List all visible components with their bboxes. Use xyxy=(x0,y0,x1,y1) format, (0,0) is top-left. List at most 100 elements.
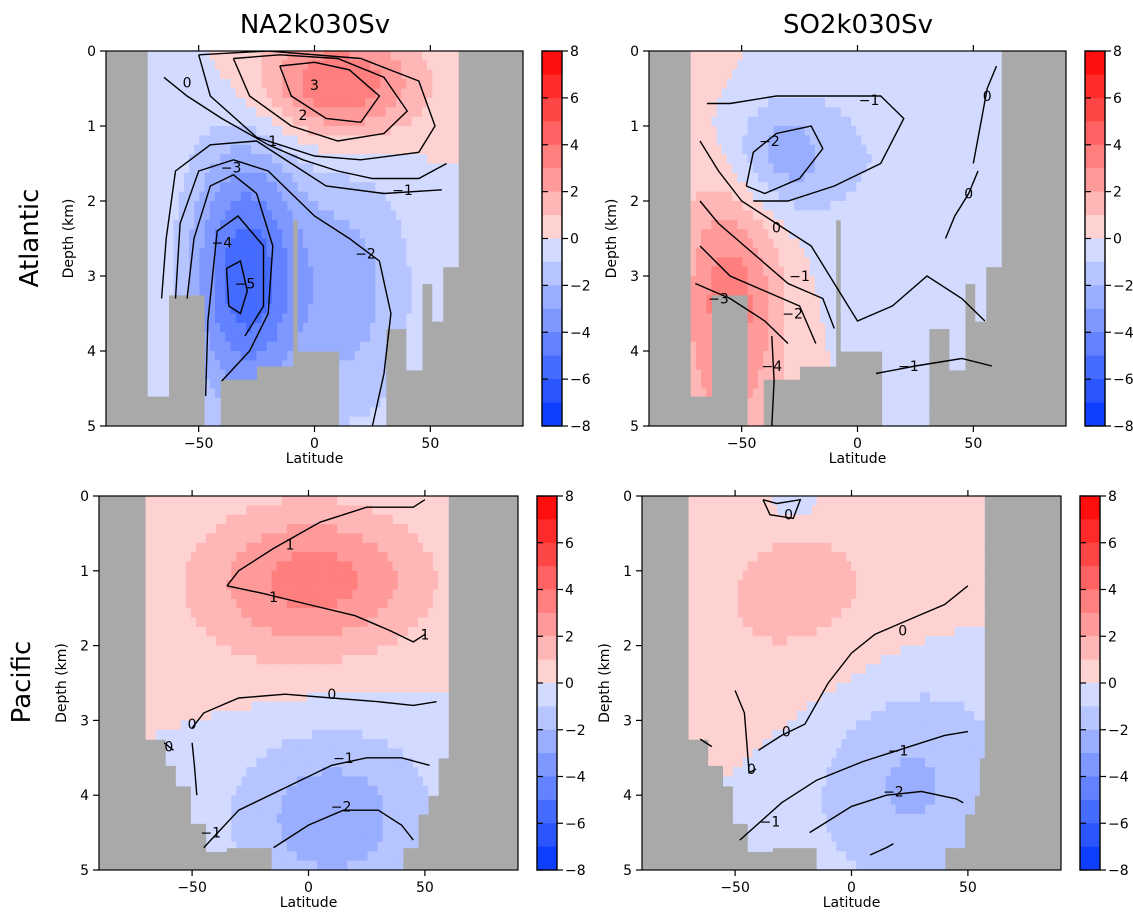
field-cell xyxy=(206,832,212,843)
field-cell xyxy=(695,182,702,193)
field-cell xyxy=(447,144,454,155)
field-cell xyxy=(923,247,930,258)
field-cell xyxy=(742,172,749,183)
field-cell xyxy=(799,276,806,286)
field-cell xyxy=(706,379,712,390)
field-cell xyxy=(980,163,987,174)
field-cell xyxy=(318,97,325,108)
field-cell xyxy=(214,416,221,426)
field-cell xyxy=(954,313,961,324)
field-cell xyxy=(271,570,278,581)
field-cell xyxy=(251,524,258,534)
field-cell xyxy=(251,144,257,155)
field-cell xyxy=(427,229,433,240)
field-cell xyxy=(173,79,180,90)
field-cell xyxy=(158,88,164,99)
field-cell xyxy=(959,107,966,118)
field-cell xyxy=(297,144,304,155)
field-cell xyxy=(923,154,930,165)
field-cell xyxy=(344,229,351,240)
field-cell xyxy=(271,795,278,806)
field-cell xyxy=(194,238,201,249)
field-cell xyxy=(354,210,361,221)
field-cell xyxy=(185,673,192,684)
field-cell xyxy=(226,533,232,544)
field-cell xyxy=(835,144,842,155)
field-cell xyxy=(163,276,169,286)
field-cell xyxy=(201,673,207,684)
field-cell xyxy=(825,210,831,221)
field-cell xyxy=(147,79,154,90)
field-cell xyxy=(344,388,351,399)
field-cell xyxy=(799,126,806,136)
field-cell xyxy=(944,257,950,268)
field-cell xyxy=(783,313,790,324)
field-cell xyxy=(773,294,780,305)
field-cell xyxy=(323,126,330,136)
field-cell xyxy=(690,332,697,343)
field-cell xyxy=(323,341,330,352)
field-cell xyxy=(344,276,351,286)
field-cell xyxy=(975,126,982,136)
field-cell xyxy=(160,664,167,675)
field-cell xyxy=(163,163,169,174)
field-cell xyxy=(933,313,940,324)
field-cell xyxy=(406,219,413,230)
field-cell xyxy=(185,617,192,628)
field-cell xyxy=(902,266,909,277)
field-cell xyxy=(256,191,263,202)
field-cell xyxy=(887,97,894,108)
field-cell xyxy=(401,51,407,61)
field-cell xyxy=(271,322,278,333)
field-cell xyxy=(185,570,192,581)
field-cell xyxy=(204,276,211,286)
field-cell xyxy=(980,201,987,211)
field-cell xyxy=(292,201,299,211)
field-cell xyxy=(752,219,759,230)
field-cell xyxy=(737,144,744,155)
field-cell xyxy=(344,351,351,361)
field-cell xyxy=(220,201,226,211)
field-cell xyxy=(763,154,769,165)
field-cell xyxy=(990,191,997,202)
field-cell xyxy=(783,351,790,361)
field-cell xyxy=(814,332,821,343)
field-cell xyxy=(168,172,175,183)
field-cell xyxy=(271,654,278,665)
field-cell xyxy=(690,79,697,90)
field-cell xyxy=(830,116,837,127)
field-cell xyxy=(845,304,852,315)
field-cell xyxy=(897,379,904,390)
field-cell xyxy=(163,69,169,80)
field-cell xyxy=(985,201,992,211)
field-cell xyxy=(902,332,909,343)
field-cell xyxy=(204,97,211,108)
field-cell xyxy=(163,332,169,343)
field-cell xyxy=(954,88,961,99)
field-cell xyxy=(380,126,387,136)
field-cell xyxy=(302,294,309,305)
field-cell xyxy=(737,201,744,211)
field-cell xyxy=(246,832,253,843)
field-cell xyxy=(236,795,242,806)
field-cell xyxy=(856,88,863,99)
field-cell xyxy=(183,60,190,71)
field-cell xyxy=(178,163,185,174)
field-cell xyxy=(226,645,232,656)
field-cell xyxy=(411,60,418,71)
field-cell xyxy=(840,322,847,333)
field-cell xyxy=(716,88,723,99)
field-cell xyxy=(323,322,330,333)
field-cell xyxy=(763,107,769,118)
field-cell xyxy=(447,97,454,108)
field-cell xyxy=(225,97,232,108)
field-cell xyxy=(809,182,816,193)
field-cell xyxy=(856,257,863,268)
field-cell xyxy=(385,219,392,230)
field-cell xyxy=(959,276,966,286)
field-cell xyxy=(401,97,407,108)
field-cell xyxy=(799,322,806,333)
field-cell xyxy=(251,561,258,572)
field-cell xyxy=(277,294,283,305)
field-cell xyxy=(271,645,278,656)
